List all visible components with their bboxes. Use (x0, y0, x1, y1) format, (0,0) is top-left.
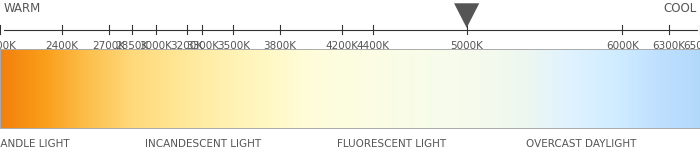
Text: 2700K: 2700K (92, 41, 125, 51)
Text: 6300K: 6300K (652, 41, 685, 51)
Text: 5000K: 5000K (450, 41, 483, 51)
Text: 6500K: 6500K (683, 41, 700, 51)
Text: INCANDESCENT LIGHT: INCANDESCENT LIGHT (145, 139, 261, 149)
Text: 3000K: 3000K (139, 41, 172, 51)
Text: 4400K: 4400K (357, 41, 390, 51)
Text: CANDLE LIGHT: CANDLE LIGHT (0, 139, 70, 149)
Polygon shape (454, 3, 480, 28)
Text: 3300K: 3300K (186, 41, 218, 51)
Text: 4200K: 4200K (326, 41, 358, 51)
Text: 3500K: 3500K (217, 41, 250, 51)
Text: 2400K: 2400K (46, 41, 78, 51)
Text: COOL: COOL (664, 2, 696, 15)
Text: WARM: WARM (4, 2, 41, 15)
Text: 3200K: 3200K (170, 41, 203, 51)
Text: 2000K: 2000K (0, 41, 16, 51)
Text: 3800K: 3800K (263, 41, 297, 51)
Text: OVERCAST DAYLIGHT: OVERCAST DAYLIGHT (526, 139, 636, 149)
Text: 2850K: 2850K (116, 41, 149, 51)
Text: FLUORESCENT LIGHT: FLUORESCENT LIGHT (337, 139, 447, 149)
Text: 6000K: 6000K (606, 41, 638, 51)
